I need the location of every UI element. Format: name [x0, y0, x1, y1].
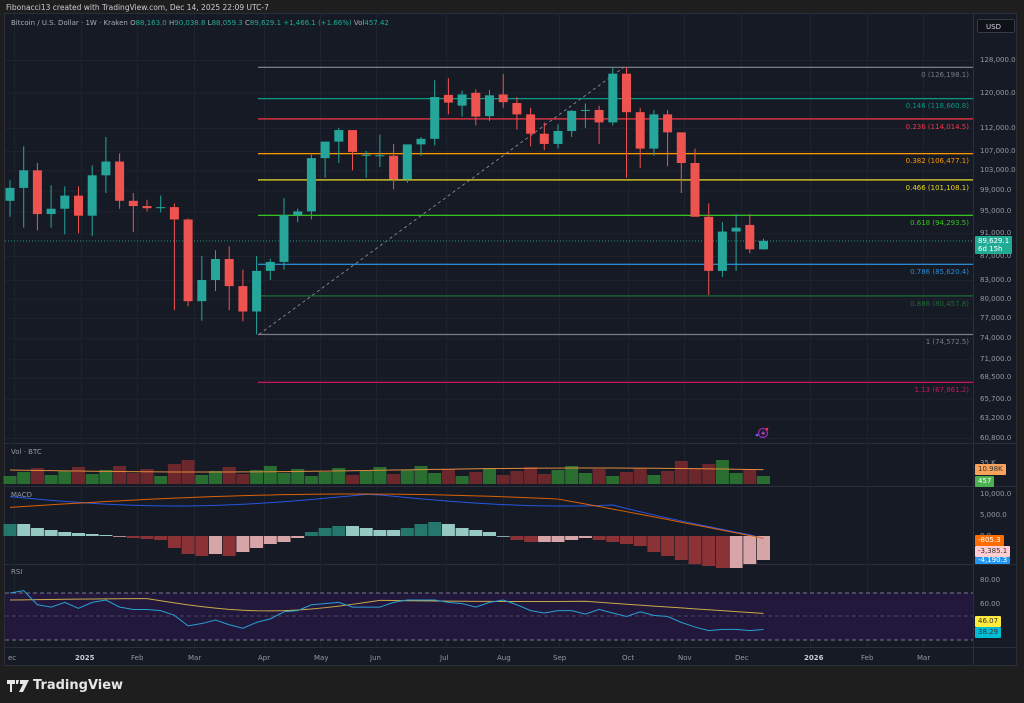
rsi-axis-label: 60.00 [980, 600, 1001, 608]
volume-axis-label: 35 K [980, 459, 996, 467]
time-axis-label: Feb [861, 654, 874, 662]
time-axis-label: Mar [188, 654, 202, 662]
fib-level-label: 1 (74,572.5) [925, 338, 969, 347]
brand-name: TradingView [33, 678, 124, 693]
last-price-tag: 89,629.1 6d 15h [975, 236, 1013, 254]
price-axis-label: 77,000.0 [980, 314, 1012, 323]
price-axis-label: 83,000.0 [980, 275, 1012, 284]
tradingview-logo-icon [7, 679, 29, 692]
time-axis-label: Mar [917, 654, 931, 662]
chart-caption: Fibonacci13 created with TradingView.com… [6, 3, 269, 12]
price-axis-label: 103,000.0 [980, 166, 1016, 175]
price-axis-label: 63,200.0 [980, 414, 1012, 423]
price-axis-label: 91,000.0 [980, 229, 1012, 238]
price-axis-label: 87,000.0 [980, 252, 1012, 261]
time-axis-label: 2025 [75, 654, 95, 662]
fib-level-label: 0.236 (114,014.5) [905, 122, 969, 131]
price-axis-label: 99,000.0 [980, 186, 1012, 195]
fib-level-label: 0.382 (106,477.1) [905, 157, 969, 166]
fib-level-label: 0.466 (101,108.1) [905, 183, 969, 192]
fib-level-label: 0 (126,198.1) [921, 71, 969, 80]
time-axis-label: Apr [258, 654, 271, 662]
price-axis-label: 107,000.0 [980, 146, 1016, 155]
currency-button[interactable]: USD [977, 19, 1015, 33]
volume-ma-tag: 10.98K [975, 464, 1006, 475]
tradingview-logo: TradingView [7, 678, 123, 693]
rsi-tag: 38.29 [975, 627, 1002, 638]
time-axis-label: Sep [553, 654, 567, 662]
event-lightning-icon [757, 427, 769, 439]
price-axis-label: 95,000.0 [980, 207, 1012, 216]
fib-level-label: 0.886 (80,457.8) [910, 299, 969, 308]
time-axis-label: Oct [622, 654, 635, 662]
macd-signal-tag: -805.3 [975, 535, 1004, 546]
macd-axis-label: 5,000.0 [980, 511, 1007, 519]
macd-line-tag: -4,190.3 [975, 557, 1011, 564]
time-axis-label: May [314, 654, 329, 662]
time-axis-label: Feb [131, 654, 144, 662]
time-axis-label: Nov [678, 654, 692, 662]
price-axis-label: 68,500.0 [980, 373, 1012, 382]
time-axis-label: Jul [440, 654, 449, 662]
macd-pane-title: MACD [11, 491, 32, 499]
open-value: 88,163.0 [135, 19, 167, 27]
price-axis-label: 60,800.0 [980, 434, 1012, 442]
rsi-axis-label: 80.00 [980, 576, 1001, 584]
fib-level-label: 0.618 (94,293.5) [910, 219, 969, 228]
low-value: 88,059.3 [211, 19, 243, 27]
macd-axis-label: 10,000.0 [980, 490, 1012, 498]
volume-pane-title: Vol · BTC [11, 448, 42, 456]
volume-value: 457.42 [364, 19, 389, 27]
rsi-ma-tag: 46.07 [975, 616, 1002, 627]
price-axis-label: 120,000.0 [980, 88, 1016, 97]
time-axis-label: Dec [735, 654, 749, 662]
price-axis-label: 71,000.0 [980, 355, 1012, 364]
fib-level-label: 1.13 (67,861.2) [914, 386, 969, 395]
time-axis-label: Aug [497, 654, 511, 662]
time-axis-label: 2026 [804, 654, 824, 662]
price-axis-label: 65,700.0 [980, 394, 1012, 403]
symbol-name: Bitcoin / U.S. Dollar · 1W · Kraken [11, 19, 128, 27]
price-axis-label: 80,000.0 [980, 294, 1012, 303]
symbol-legend: Bitcoin / U.S. Dollar · 1W · Kraken O88,… [11, 19, 389, 27]
rsi-pane-title: RSI [11, 568, 23, 576]
chart-frame [4, 13, 1017, 666]
macd-hist-tag: -3,385.1 [975, 546, 1011, 557]
price-axis-label: 112,000.0 [980, 123, 1016, 132]
volume-tag: 457 [975, 476, 995, 487]
change-value: +1,466.1 (+1.66%) [283, 19, 352, 27]
high-value: 90,038.8 [174, 19, 206, 27]
fib-level-label: 0.146 (118,660.8) [905, 102, 969, 111]
price-axis-label: 128,000.0 [980, 56, 1016, 64]
close-value: 89,629.1 [249, 19, 282, 27]
time-axis-label: ec [8, 654, 17, 662]
price-axis-label: 74,000.0 [980, 334, 1012, 343]
fib-level-label: 0.786 (85,620.4) [910, 268, 969, 277]
time-axis-label: Jun [370, 654, 381, 662]
